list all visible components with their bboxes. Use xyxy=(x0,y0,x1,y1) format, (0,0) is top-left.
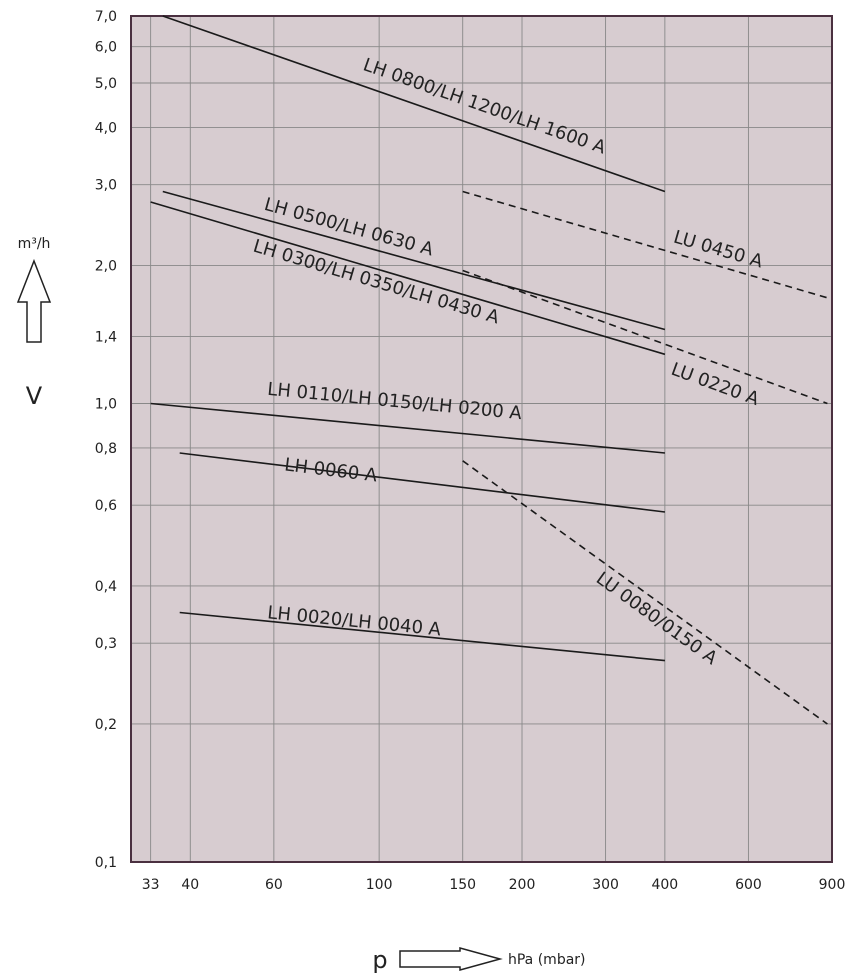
y-tick-label: 4,0 xyxy=(95,120,117,136)
plot-area xyxy=(131,16,832,862)
x-axis-label: p hPa (mbar) xyxy=(372,946,585,974)
y-tick-label: 0,2 xyxy=(95,717,117,733)
y-axis-unit: m³/h xyxy=(18,236,51,252)
series-line xyxy=(179,611,665,662)
series-line xyxy=(150,201,666,356)
y-tick-label: 3,0 xyxy=(95,178,117,194)
y-tick-label: 1,4 xyxy=(95,329,117,345)
y-axis-arrow-icon xyxy=(16,258,52,343)
y-tick-label: 0,6 xyxy=(95,498,117,514)
y-axis-symbol: V xyxy=(26,382,43,410)
series-line xyxy=(462,269,828,405)
y-axis-label: m³/h V xyxy=(16,236,52,410)
y-tick-label: 5,0 xyxy=(95,76,117,92)
series-line xyxy=(179,452,665,513)
x-tick-label: 900 xyxy=(819,877,845,893)
y-tick-label: 2,0 xyxy=(95,258,117,274)
x-tick-label: 150 xyxy=(449,877,476,893)
y-tick-label: 0,1 xyxy=(95,855,117,871)
x-axis-arrow-icon xyxy=(399,947,503,971)
y-tick-label: 7,0 xyxy=(95,9,117,25)
y-tick-label: 1,0 xyxy=(95,396,117,412)
x-tick-label: 200 xyxy=(509,877,536,893)
y-tick-label: 0,3 xyxy=(95,636,117,652)
x-tick-label: 400 xyxy=(651,877,678,893)
x-tick-label: 100 xyxy=(366,877,393,893)
x-tick-label: 60 xyxy=(265,877,283,893)
x-tick-label: 40 xyxy=(181,877,199,893)
series-line xyxy=(462,190,828,299)
series-line xyxy=(150,402,665,454)
y-tick-label: 0,4 xyxy=(95,579,117,595)
x-axis-symbol: p xyxy=(372,946,387,974)
y-tick-label: 0,8 xyxy=(95,441,117,457)
series-line xyxy=(162,15,666,193)
x-tick-label: 600 xyxy=(735,877,762,893)
x-tick-label: 300 xyxy=(592,877,619,893)
y-tick-label: 6,0 xyxy=(95,40,117,56)
plot-frame xyxy=(130,15,833,863)
series-line xyxy=(462,460,828,725)
series-line xyxy=(162,190,666,331)
x-axis-unit: hPa (mbar) xyxy=(508,952,586,968)
x-tick-label: 33 xyxy=(142,877,160,893)
